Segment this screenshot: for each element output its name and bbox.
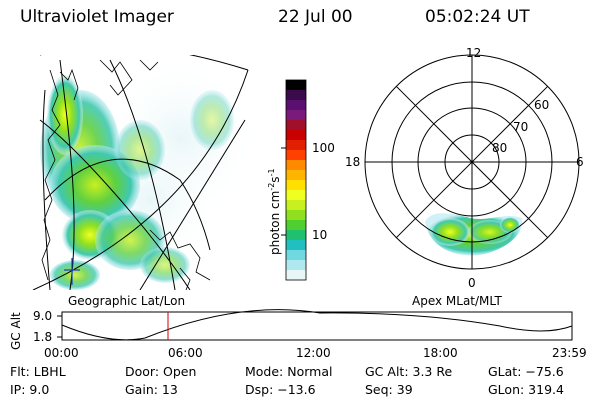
info-seq: Seq: 39 — [365, 382, 413, 397]
colorbar-band — [286, 180, 306, 191]
lat-label-80: 80 — [492, 141, 508, 155]
alt-xtick-1200: 12:00 — [296, 346, 331, 360]
mlt-label-0: 0 — [468, 276, 476, 290]
colorbar-band — [286, 220, 306, 231]
colorbar-unit-label: photon cm-2s-1 — [267, 168, 282, 255]
mlt-label-12: 12 — [466, 46, 482, 60]
colorbar-band — [286, 110, 306, 121]
info-glat: GLat: −75.6 — [488, 364, 564, 379]
info-gain: Gain: 13 — [125, 382, 178, 397]
lat-label-60: 60 — [534, 98, 550, 112]
mlt-label-6: 6 — [576, 155, 584, 169]
colorbar-band — [286, 200, 306, 211]
alt-ylabel: GC Alt — [9, 312, 23, 350]
info-ip: IP: 9.0 — [10, 382, 50, 397]
colorbar-band — [286, 100, 306, 111]
colorbar-band — [286, 80, 306, 91]
colorbar-band — [286, 260, 306, 271]
polar-image — [425, 213, 523, 256]
geographic-image — [32, 55, 253, 290]
colorbar-band — [286, 190, 306, 201]
alt-ytick-max: 9.0 — [33, 309, 53, 323]
alt-ytick-min: 1.8 — [33, 330, 53, 344]
info-flt: Flt: LBHL — [10, 364, 66, 379]
alt-xtick-0600: 06:00 — [168, 346, 203, 360]
info-gc-alt: GC Alt: 3.3 Re — [365, 364, 453, 379]
colorbar-band — [286, 150, 306, 161]
altitude-plot — [57, 309, 573, 341]
colorbar-band — [286, 250, 306, 261]
alt-xtick-1800: 18:00 — [423, 346, 458, 360]
colorbar-band — [286, 240, 306, 251]
colorbar-band — [286, 130, 306, 141]
app-title: Ultraviolet Imager — [20, 7, 174, 27]
polar-grid — [364, 54, 580, 270]
colorbar-tick-100: 100 — [312, 141, 335, 155]
colorbar-band — [286, 90, 306, 101]
info-mode: Mode: Normal — [245, 364, 333, 379]
alt-xtick-0000: 00:00 — [44, 346, 79, 360]
colorbar — [286, 80, 306, 281]
mlt-label-18: 18 — [345, 155, 361, 169]
geographic-panel-label: Geographic Lat/Lon — [68, 294, 186, 308]
colorbar-band — [286, 160, 306, 171]
colorbar-band — [286, 170, 306, 181]
colorbar-band — [286, 210, 306, 221]
colorbar-band — [286, 120, 306, 131]
colorbar-band — [286, 270, 306, 281]
alt-xtick-2359: 23:59 — [552, 346, 587, 360]
date-label: 22 Jul 00 — [278, 7, 353, 27]
info-door: Door: Open — [125, 364, 197, 379]
polar-panel-label: Apex MLat/MLT — [412, 294, 502, 308]
lat-label-70: 70 — [513, 120, 529, 134]
colorbar-band — [286, 140, 306, 151]
info-dsp: Dsp: −13.6 — [245, 382, 316, 397]
colorbar-tick-10: 10 — [312, 228, 328, 242]
time-label: 05:02:24 UT — [425, 7, 530, 27]
colorbar-band — [286, 230, 306, 241]
info-glon: GLon: 319.4 — [488, 382, 564, 397]
